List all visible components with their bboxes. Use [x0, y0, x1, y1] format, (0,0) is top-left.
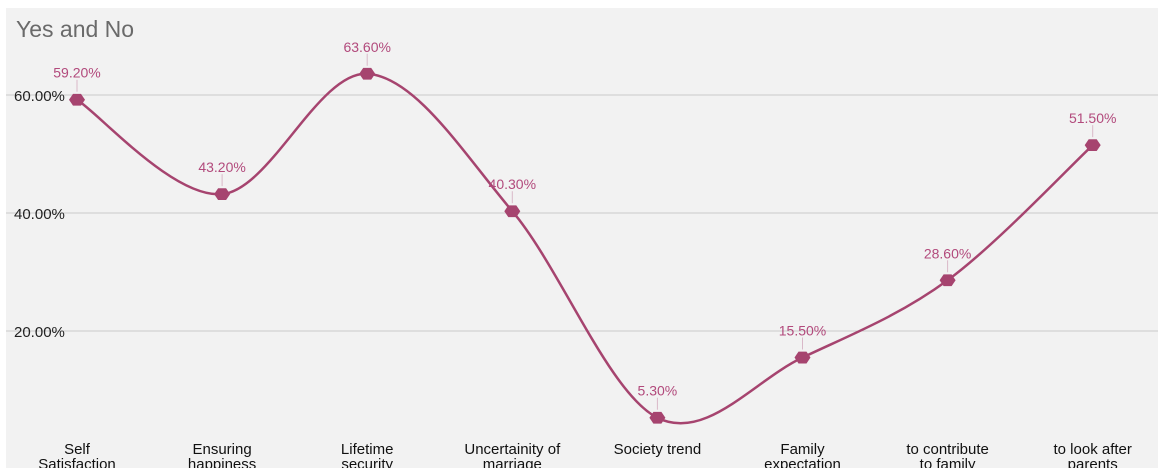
data-label: 40.30% — [489, 176, 536, 192]
x-category-label-line: security — [341, 456, 393, 468]
x-category-label-line: Uncertainity of — [464, 441, 561, 458]
data-label: 15.50% — [779, 323, 826, 339]
data-label: 63.60% — [343, 39, 390, 55]
data-point-marker — [939, 274, 956, 287]
data-point-marker — [649, 411, 666, 424]
x-category-label: to look after parents — [1054, 441, 1132, 468]
x-category-label-line: to family — [920, 456, 976, 468]
data-label: 51.50% — [1069, 110, 1116, 126]
data-label: 28.60% — [924, 245, 971, 261]
x-category-label-line: Ensuring — [192, 441, 251, 458]
x-category-label-line: expectation — [764, 456, 841, 468]
data-label: 59.20% — [53, 65, 100, 81]
data-label: 43.20% — [198, 159, 245, 175]
y-tick-label: 20.00% — [14, 324, 65, 341]
x-category-label: Society trend — [614, 441, 702, 458]
x-category-label-line: Lifetime — [341, 441, 394, 458]
y-tick-label: 40.00% — [14, 206, 65, 223]
x-category-label: Lifetime security — [341, 441, 394, 468]
data-point-marker — [1084, 139, 1101, 152]
x-category-label-line: Family — [780, 441, 825, 458]
series-line — [76, 72, 1094, 425]
data-point-marker — [69, 93, 85, 106]
data-point-marker — [359, 67, 376, 80]
data-point-marker — [794, 351, 811, 364]
x-category-label-line: Society trend — [614, 441, 702, 458]
x-category-label: to contribute to family — [906, 441, 989, 468]
x-category-label: Self Satisfaction — [38, 441, 116, 468]
chart-title: Yes and No — [16, 16, 135, 42]
x-category-label-line: marriage — [483, 456, 542, 468]
data-point-marker — [214, 188, 231, 201]
line-chart: 20.00% 40.00% 60.00% 59.20% 43.20% 63.60% 40.3… — [6, 39, 1158, 468]
x-category-label-line: to contribute — [906, 441, 989, 458]
chart-panel: Yes and No 20.00% 40.00% 60.00% 59.20% 43.20… — [6, 8, 1158, 468]
x-category-label-line: Satisfaction — [38, 456, 116, 468]
x-category-label-line: parents — [1068, 456, 1118, 468]
x-category-label-line: happiness — [188, 456, 256, 468]
x-category-label: Family expectation — [764, 441, 841, 468]
x-category-label: Uncertainity of marriage — [464, 441, 561, 468]
x-category-label: Ensuring happiness — [188, 441, 256, 468]
x-category-label-line: to look after — [1054, 441, 1132, 458]
data-point-marker — [504, 205, 521, 218]
y-tick-label: 60.00% — [14, 88, 65, 105]
x-category-label-line: Self — [64, 441, 91, 458]
data-label: 5.30% — [638, 383, 678, 399]
